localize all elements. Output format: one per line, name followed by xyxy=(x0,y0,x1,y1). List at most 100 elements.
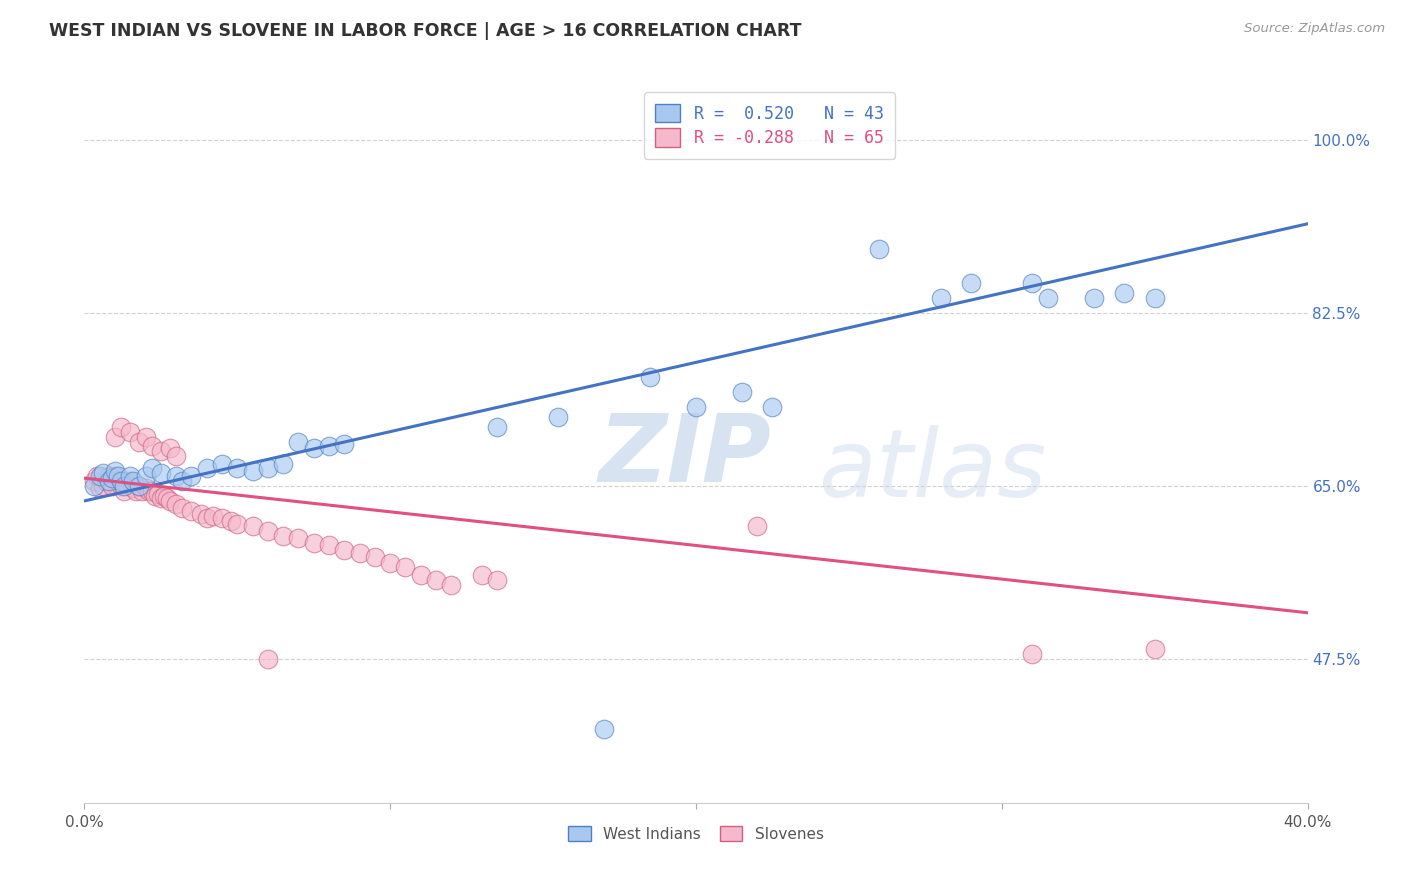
Point xyxy=(146,487,169,501)
Point xyxy=(122,481,145,495)
Point xyxy=(211,510,233,524)
Point xyxy=(159,442,181,456)
Point xyxy=(1036,291,1059,305)
Point xyxy=(97,469,120,483)
Point xyxy=(101,471,124,485)
Point xyxy=(120,469,142,483)
Point xyxy=(165,450,187,464)
Point xyxy=(180,469,202,483)
Point xyxy=(257,524,280,538)
Point xyxy=(195,461,218,475)
Point xyxy=(101,479,124,493)
Text: ZIP: ZIP xyxy=(598,410,770,502)
Point xyxy=(747,518,769,533)
Legend: West Indians, Slovenes: West Indians, Slovenes xyxy=(561,818,831,849)
Point xyxy=(135,481,157,495)
Point xyxy=(287,434,309,449)
Point xyxy=(257,461,280,475)
Text: Source: ZipAtlas.com: Source: ZipAtlas.com xyxy=(1244,22,1385,36)
Point xyxy=(685,400,707,414)
Point xyxy=(149,467,172,481)
Point xyxy=(107,474,129,488)
Point xyxy=(83,474,105,488)
Point xyxy=(91,467,114,481)
Point xyxy=(120,425,142,439)
Point xyxy=(869,242,891,256)
Point xyxy=(271,458,294,472)
Point xyxy=(94,474,117,488)
Point xyxy=(104,469,127,483)
Point xyxy=(86,469,108,483)
Point xyxy=(394,560,416,574)
Point xyxy=(929,291,952,305)
Point xyxy=(156,491,179,505)
Point xyxy=(211,458,233,472)
Point xyxy=(195,510,218,524)
Point xyxy=(143,489,166,503)
Point xyxy=(89,469,111,483)
Point xyxy=(201,508,224,523)
Point xyxy=(120,474,142,488)
Point xyxy=(112,483,135,498)
Point xyxy=(761,400,783,414)
Point xyxy=(172,474,194,488)
Point xyxy=(159,494,181,508)
Point xyxy=(110,479,132,493)
Point xyxy=(333,543,356,558)
Point xyxy=(257,652,280,666)
Point xyxy=(104,429,127,443)
Point xyxy=(486,573,509,587)
Point xyxy=(141,483,163,498)
Point xyxy=(180,504,202,518)
Point xyxy=(131,483,153,498)
Point xyxy=(731,385,754,400)
Point xyxy=(471,568,494,582)
Point xyxy=(960,276,983,290)
Point xyxy=(89,481,111,495)
Point xyxy=(1143,291,1166,305)
Point xyxy=(128,479,150,493)
Point xyxy=(172,500,194,515)
Point xyxy=(242,464,264,478)
Point xyxy=(1114,286,1136,301)
Point xyxy=(349,546,371,560)
Point xyxy=(125,483,148,498)
Point xyxy=(242,518,264,533)
Point xyxy=(190,507,212,521)
Point xyxy=(153,489,176,503)
Point xyxy=(128,479,150,493)
Point xyxy=(409,568,432,582)
Point xyxy=(138,483,160,498)
Point xyxy=(141,461,163,475)
Point xyxy=(149,491,172,505)
Point xyxy=(271,528,294,542)
Point xyxy=(440,578,463,592)
Point xyxy=(110,474,132,488)
Point xyxy=(226,461,249,475)
Point xyxy=(115,477,138,491)
Text: WEST INDIAN VS SLOVENE IN LABOR FORCE | AGE > 16 CORRELATION CHART: WEST INDIAN VS SLOVENE IN LABOR FORCE | … xyxy=(49,22,801,40)
Point xyxy=(149,444,172,458)
Point xyxy=(425,573,447,587)
Point xyxy=(287,531,309,545)
Point xyxy=(302,442,325,456)
Point xyxy=(547,409,569,424)
Point xyxy=(226,516,249,531)
Point xyxy=(122,474,145,488)
Point xyxy=(107,469,129,483)
Point xyxy=(1143,642,1166,657)
Point xyxy=(83,479,105,493)
Point xyxy=(486,419,509,434)
Point xyxy=(141,440,163,454)
Point xyxy=(97,474,120,488)
Point xyxy=(110,419,132,434)
Point xyxy=(165,469,187,483)
Point xyxy=(380,556,402,570)
Point xyxy=(91,479,114,493)
Point xyxy=(302,536,325,550)
Point xyxy=(135,469,157,483)
Point xyxy=(165,497,187,511)
Text: atlas: atlas xyxy=(818,425,1046,516)
Point xyxy=(219,514,242,528)
Point xyxy=(638,370,661,384)
